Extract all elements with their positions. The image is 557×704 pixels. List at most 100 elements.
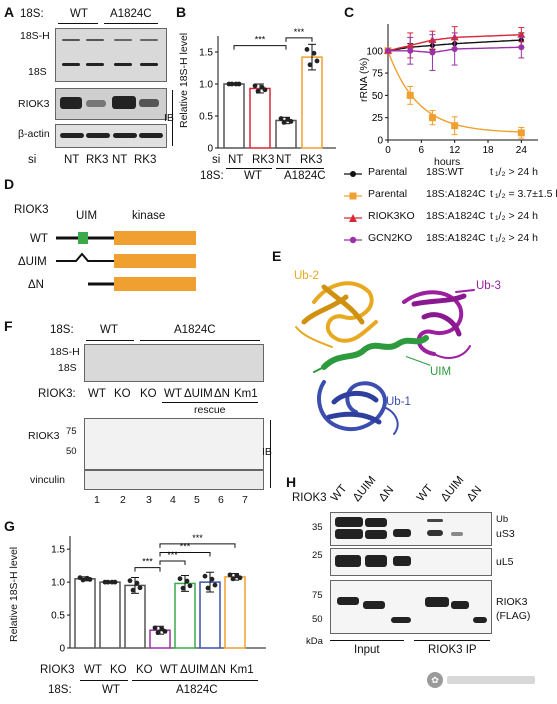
f-band-18s-h: 18S-H	[50, 346, 80, 358]
f-lane-number-4: 4	[170, 494, 176, 506]
a-band-18s-h: 18S-H	[20, 30, 50, 42]
c-legend-row-1: Parental 18S:WT t ₁/₂ > 24 h	[344, 166, 556, 182]
c-legend-cond-1: Parental	[368, 166, 408, 178]
f-row-label: 18S:	[50, 324, 74, 336]
data-point-3-1	[127, 578, 133, 584]
c-point-2-2	[406, 91, 414, 99]
c-legend-rna-1: 18S:WT	[426, 166, 464, 178]
f-lane-3: KO	[140, 388, 157, 400]
f-lane-2: KO	[114, 388, 131, 400]
h-group-line-input	[330, 640, 404, 641]
c-point-2-5	[517, 129, 525, 137]
bar-2	[99, 581, 121, 649]
data-point-3-2	[130, 587, 136, 593]
b-chart: 00.51.01.510.930.431.42******	[199, 27, 336, 155]
c-point-4-3	[429, 49, 436, 56]
wechat-icon: ✿	[427, 672, 443, 688]
c-legend-row-4: GCN2KO 18S:A1824C t ₁/₂ > 24 h	[344, 232, 556, 248]
f-ib-bracket	[266, 420, 271, 488]
g-group-line-wt	[80, 680, 128, 681]
h-kda-label: kDa	[306, 636, 323, 647]
a-group-line-mut	[104, 23, 158, 24]
a-lane-1: NT	[64, 154, 80, 166]
data-point-5-4	[187, 583, 193, 589]
e-ub3-loop	[433, 289, 475, 359]
d-duim-linker	[56, 252, 116, 262]
panel-label-e: E	[272, 248, 282, 264]
h-riok3-label: RIOK3	[292, 492, 327, 504]
a-lane-4: RK3	[134, 154, 157, 166]
c-y-tick-label: 50	[372, 91, 384, 102]
y-tick-label: 0.5	[199, 112, 213, 123]
e-ub2-loop	[295, 326, 333, 348]
c-x-tick-label: 0	[385, 145, 391, 156]
h-lane-5: ΔUIM	[438, 474, 467, 504]
h-band-ub: Ub	[496, 514, 509, 525]
d-construct-duim: ΔUIM	[18, 256, 47, 268]
a-group-mut: A1824C	[110, 8, 152, 20]
c-ylabel: rRNA (%)	[358, 57, 370, 102]
f-lane-6: ΔN	[214, 388, 230, 400]
sig-label-2: ***	[294, 27, 305, 37]
h-band-flag: (FLAG)	[496, 610, 531, 622]
e-structure	[295, 281, 475, 435]
bar-4	[301, 56, 323, 149]
data-point-5-1	[177, 576, 183, 582]
c-point-4-5	[518, 44, 525, 51]
panel-label-d: D	[4, 176, 15, 192]
sig-label-1: ***	[255, 35, 266, 45]
sig-label-3: ***	[180, 541, 191, 551]
f-rescue-line	[162, 402, 258, 403]
e-ub1-sheet	[326, 391, 382, 425]
data-point-1-2	[80, 577, 86, 583]
h-mw-35: 35	[312, 522, 323, 533]
f-blot-vinculin	[84, 470, 264, 490]
g-row-label: 18S:	[48, 684, 72, 696]
g-group-line-mut	[132, 680, 258, 681]
g-ylabel: Relative 18S-H level	[8, 546, 20, 642]
g-lane-7: Km1	[230, 664, 254, 676]
c-legend-cond-2: Parental	[368, 188, 408, 200]
data-point-4-2	[155, 630, 161, 635]
g-riok3-label: RIOK3	[40, 664, 75, 676]
d-construct-wt: WT	[30, 233, 48, 245]
data-point-7-2	[230, 576, 236, 582]
c-point-4-2	[407, 47, 414, 54]
c-point-2-4	[451, 122, 459, 130]
h-blot-flag	[330, 580, 492, 634]
h-lane-3: ΔN	[376, 484, 397, 504]
data-point-7-1	[227, 572, 233, 578]
f-blot-rrna	[84, 344, 264, 382]
h-blot-us3	[330, 512, 492, 546]
data-point-4-4	[162, 628, 168, 634]
b-group-wt: WT	[244, 170, 262, 182]
a-band-actin: β-actin	[18, 128, 50, 140]
g-lane-2: KO	[110, 664, 127, 676]
f-rescue-label: rescue	[194, 404, 226, 416]
b-row-label: 18S:	[200, 170, 224, 182]
c-y-tick-label: 75	[372, 69, 384, 80]
data-point-6-2	[205, 585, 211, 591]
bar-3	[275, 119, 297, 149]
data-point-6-3	[209, 576, 215, 582]
c-legend-cond-4: GCN2KO	[368, 232, 413, 244]
y-tick-label: 0	[207, 144, 213, 155]
c-chart: 0 25 50 75 100 0 6 12 18 24	[366, 24, 538, 156]
d-duim-kinase-box	[114, 254, 196, 268]
sig-label-1: ***	[142, 557, 153, 567]
e-ub1-loop	[383, 406, 399, 435]
bar-3	[124, 584, 146, 649]
data-point-1-4	[236, 81, 242, 87]
c-legend-half-1: t ₁/₂ > 24 h	[490, 166, 538, 178]
h-mw-75: 75	[312, 590, 323, 601]
g-lane-5: ΔUIM	[180, 664, 209, 676]
f-group-wt: WT	[100, 324, 118, 336]
c-legend-half-4: t ₁/₂ > 24 h	[490, 232, 538, 244]
sig-bracket-1	[134, 567, 161, 572]
f-riok3-label: RIOK3:	[38, 388, 76, 400]
bar-1	[74, 578, 96, 649]
data-point-2-2	[105, 579, 111, 585]
panel-label-g: G	[4, 518, 15, 534]
watermark: ✿	[427, 672, 539, 688]
sig-label-4: ***	[192, 533, 203, 543]
